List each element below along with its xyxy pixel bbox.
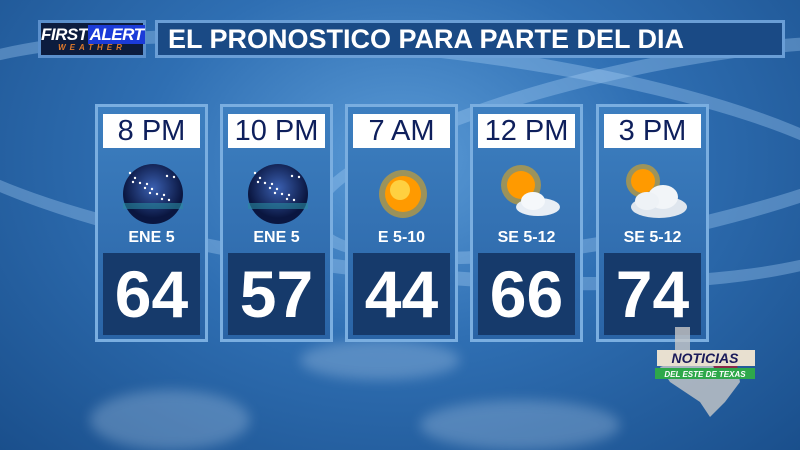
forecast-temperature: 44: [353, 253, 450, 335]
svg-text:NOTICIAS: NOTICIAS: [672, 350, 740, 366]
background-cloud: [300, 340, 460, 380]
forecast-time: 12 PM: [478, 114, 575, 148]
forecast-wind: SE 5-12: [497, 229, 556, 246]
forecast-time: 10 PM: [228, 114, 325, 148]
page-title: EL PRONOSTICO PARA PARTE DEL DIA: [155, 20, 785, 58]
forecast-card: 7 AM E 5-10 44: [345, 104, 458, 342]
forecast-wind: E 5-10: [377, 229, 426, 246]
forecast-card: 3 PM SE 5-12 74: [596, 104, 709, 342]
forecast-card: 12 PM SE 5-12 66: [470, 104, 583, 342]
sunny-icon: [379, 170, 427, 218]
forecast-card: 8 PM ENE 5 64: [95, 104, 208, 342]
forecast-temperature: 64: [103, 253, 200, 335]
forecast-card: 10 PM ENE 5 57: [220, 104, 333, 342]
first-alert-weather-logo: FIRST ALERT WEATHER: [38, 20, 146, 58]
background-cloud: [420, 400, 620, 450]
forecast-wind: SE 5-12: [623, 229, 682, 246]
forecast-wind: ENE 5: [253, 229, 300, 246]
forecast-time: 7 AM: [353, 114, 450, 148]
forecast-wind: ENE 5: [128, 229, 175, 246]
clear-night-icon: [248, 164, 308, 224]
forecast-time: 8 PM: [103, 114, 200, 148]
partly-cloudy-icon: [501, 165, 560, 216]
forecast-temperature: 57: [228, 253, 325, 335]
forecast-time: 3 PM: [604, 114, 701, 148]
forecast-temperature: 66: [478, 253, 575, 335]
noticias-del-este-de-texas-logo: NOTICIAS DEL ESTE DE TEXAS: [655, 327, 755, 417]
clear-night-icon: [123, 164, 183, 224]
forecast-temperature: 74: [604, 253, 701, 335]
background-cloud: [90, 390, 250, 450]
svg-text:DEL ESTE DE TEXAS: DEL ESTE DE TEXAS: [664, 370, 746, 379]
mostly-cloudy-icon: [626, 164, 687, 218]
